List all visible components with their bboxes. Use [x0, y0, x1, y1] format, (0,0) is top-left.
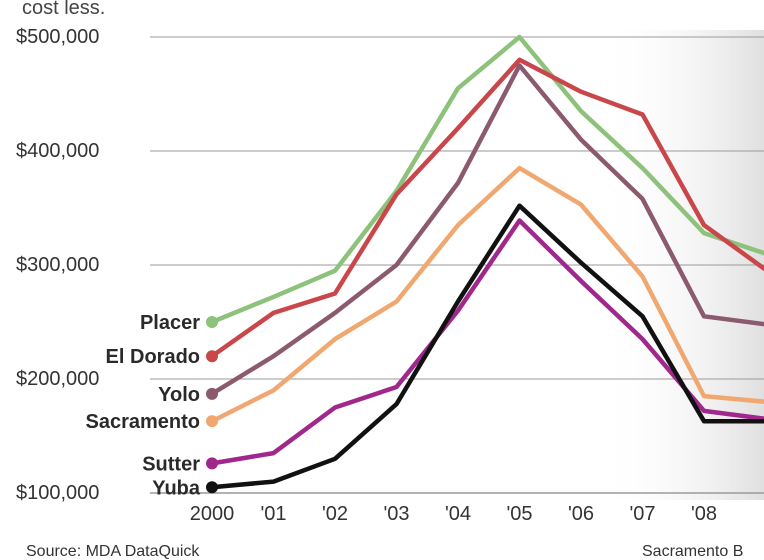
- y-tick-label: $500,000: [16, 26, 99, 48]
- series-marker: [206, 387, 218, 400]
- x-tick-label: '06: [568, 503, 594, 525]
- x-tick-label: '01: [260, 503, 286, 525]
- series-line-yuba: [209, 203, 764, 490]
- series-line-sutter: [209, 218, 764, 466]
- series-label: Sutter: [142, 453, 200, 475]
- y-tick-label: $400,000: [16, 140, 99, 162]
- series-label: Yuba: [152, 477, 201, 499]
- series-marker: [206, 316, 218, 328]
- series-line-placer: [209, 34, 764, 325]
- x-tick-label: '08: [691, 503, 717, 525]
- series-marker: [206, 415, 218, 428]
- y-tick-label: $200,000: [16, 368, 99, 390]
- series-label: Placer: [140, 312, 200, 334]
- series-line-sacramento: [209, 165, 764, 424]
- x-tick-label: '02: [322, 503, 348, 525]
- series-label: Yolo: [158, 384, 200, 406]
- grid: $100,000 $200,000 $300,000 $400,000 $500,000…: [16, 26, 764, 525]
- series-label: Sacramento: [86, 411, 201, 433]
- header-fragment: cost less.: [22, 0, 105, 19]
- x-tick-label: '04: [445, 503, 471, 525]
- series-marker: [206, 457, 218, 470]
- series-label: El Dorado: [106, 346, 200, 368]
- credit-note: Sacramento B: [642, 543, 743, 560]
- source-note: Source: MDA DataQuick: [26, 543, 200, 560]
- x-tick-label: 2000: [190, 503, 235, 525]
- y-tick-label: $100,000: [16, 482, 99, 504]
- x-tick-label: '03: [383, 503, 409, 525]
- y-tick-label: $300,000: [16, 254, 99, 276]
- series-group: [206, 34, 764, 494]
- x-tick-label: '05: [506, 503, 532, 525]
- series-line-el-dorado: [209, 57, 764, 359]
- x-tick-label: '07: [629, 503, 655, 525]
- series-marker: [206, 481, 218, 494]
- series-marker: [206, 350, 218, 363]
- series-line-yolo: [209, 63, 764, 397]
